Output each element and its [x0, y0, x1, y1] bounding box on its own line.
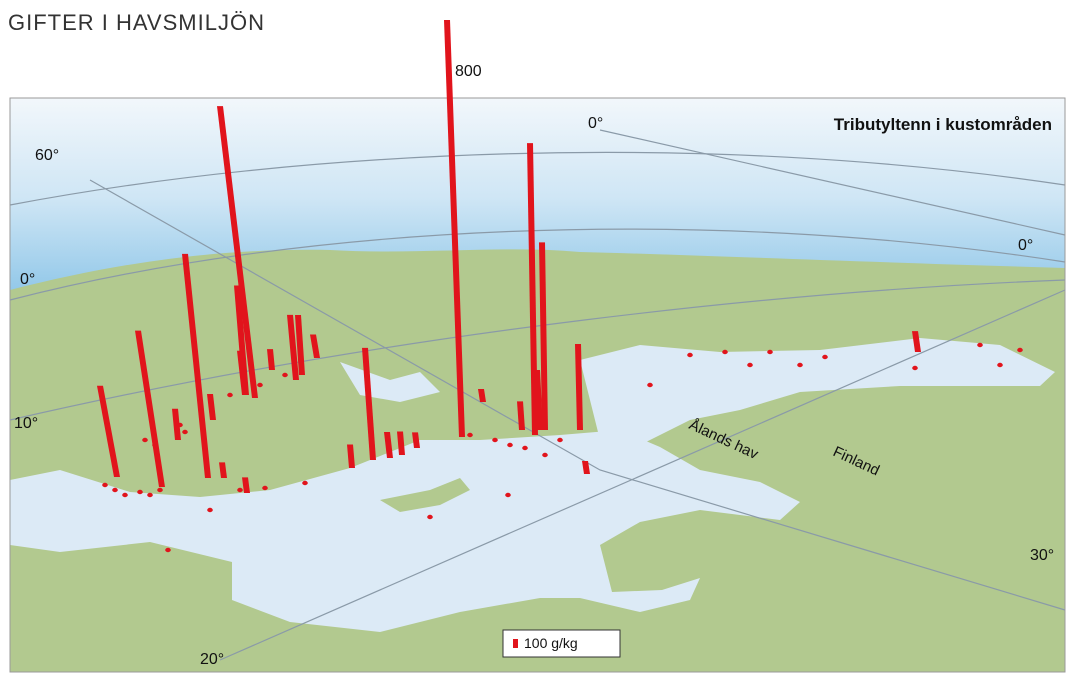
bar — [242, 477, 250, 493]
bar — [347, 444, 355, 468]
site-dot — [257, 382, 263, 388]
site-dot — [722, 349, 728, 355]
legend: 100 g/kg — [502, 629, 621, 658]
bars — [97, 20, 921, 493]
graticule-line — [219, 289, 1066, 661]
bar — [412, 432, 420, 448]
sea-bothnia — [580, 338, 1055, 450]
page-title: GIFTER I HAVSMILJÖN — [8, 10, 265, 35]
site-dot — [767, 349, 773, 355]
bar — [219, 462, 227, 478]
site-dot — [687, 352, 693, 358]
bar — [534, 370, 543, 430]
legend-marker — [513, 639, 518, 648]
bar — [267, 349, 275, 370]
map-area — [9, 97, 1066, 673]
site-dot — [522, 445, 528, 451]
bar — [237, 350, 248, 395]
site-dot — [427, 514, 433, 520]
bar — [97, 385, 120, 477]
graticule-line — [9, 151, 1066, 206]
graticule-label: 0° — [1018, 237, 1033, 254]
site-dot — [102, 482, 108, 488]
site-dot — [912, 365, 918, 371]
site-dot — [542, 452, 548, 458]
graticule-label: 20° — [200, 651, 224, 668]
graticule-label: 0° — [588, 115, 603, 132]
site-dot — [492, 437, 498, 443]
graticule — [9, 129, 1066, 661]
site-dot — [1017, 347, 1023, 353]
bar — [397, 431, 405, 455]
bar — [582, 460, 590, 474]
site-dot — [182, 429, 188, 435]
site-dot — [977, 342, 983, 348]
bar — [912, 331, 921, 352]
site-dot — [647, 382, 653, 388]
legend-box — [502, 629, 621, 658]
bar — [384, 431, 393, 458]
sea-baltic — [10, 430, 800, 632]
site-dot — [302, 480, 308, 486]
site-dot — [142, 437, 148, 443]
site-dot — [122, 492, 128, 498]
bar — [287, 314, 299, 380]
site-dot — [147, 492, 153, 498]
site-dot — [822, 354, 828, 360]
graticule-line — [599, 129, 1066, 236]
bar — [295, 315, 305, 375]
bar — [135, 330, 165, 487]
site-dot — [282, 372, 288, 378]
graticule-label: 30° — [1030, 547, 1054, 564]
peak-label: 800 — [455, 63, 482, 80]
bar — [575, 343, 583, 430]
site-dot — [797, 362, 803, 368]
bar — [527, 143, 538, 435]
site-dot — [207, 507, 213, 513]
graticule-line — [9, 228, 1066, 301]
site-dot — [112, 487, 118, 493]
bar — [478, 388, 486, 402]
graticule-label: 10° — [14, 415, 38, 432]
site-dot — [262, 485, 268, 491]
map-label: Tributyltenn i kustområden — [834, 115, 1052, 134]
site-dot — [505, 492, 511, 498]
legend-text: 100 g/kg — [524, 635, 578, 651]
bar — [217, 106, 258, 398]
island — [380, 478, 470, 512]
bar — [517, 401, 525, 430]
site-dot — [157, 487, 163, 493]
site-dot — [557, 437, 563, 443]
graticule-line — [89, 179, 1066, 611]
site-dot — [237, 487, 243, 493]
site-dot — [507, 442, 513, 448]
graticule-line — [9, 279, 1066, 421]
graticule-label: 60° — [35, 147, 59, 164]
site-dot — [227, 392, 233, 398]
map-frame — [9, 97, 1066, 673]
site-dot — [137, 489, 143, 495]
bar — [172, 408, 181, 440]
bar — [207, 393, 216, 420]
bar — [362, 347, 376, 460]
site-dot — [165, 547, 171, 553]
bar — [539, 242, 548, 430]
graticule-label: 0° — [20, 271, 35, 288]
bar — [234, 285, 249, 395]
bar — [310, 334, 320, 358]
site-dot — [467, 432, 473, 438]
bar — [444, 20, 465, 437]
bar — [182, 253, 211, 478]
site-dot — [997, 362, 1003, 368]
site-dot — [747, 362, 753, 368]
